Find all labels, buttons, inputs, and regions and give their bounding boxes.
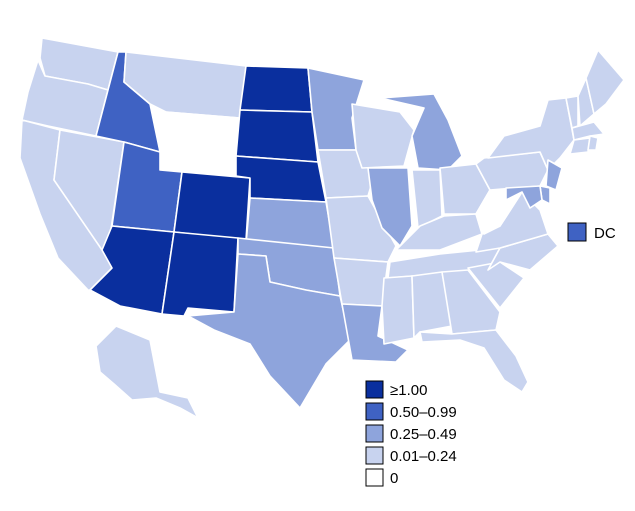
state-ar xyxy=(333,257,389,307)
state-ma xyxy=(571,121,605,141)
dc-label: DC xyxy=(594,225,616,242)
legend-label-3: 0.01–0.24 xyxy=(390,448,457,465)
state-sc xyxy=(467,261,525,309)
state-ga xyxy=(441,269,501,335)
state-wi xyxy=(351,103,415,169)
state-pa xyxy=(475,151,549,191)
state-me xyxy=(585,49,625,115)
state-ms xyxy=(381,275,415,345)
state-co xyxy=(173,171,251,241)
legend-swatch-0 xyxy=(365,380,384,399)
state-nj xyxy=(545,159,563,191)
state-hi-kauai xyxy=(31,293,41,303)
state-hi-big xyxy=(67,317,81,335)
legend: ≥1.00 0.50–0.99 0.25–0.49 0.01–0.24 0 xyxy=(365,380,457,487)
dc-swatch xyxy=(567,222,587,242)
legend-label-0: ≥1.00 xyxy=(390,382,427,399)
state-ct xyxy=(569,137,591,155)
state-nm xyxy=(161,231,239,317)
legend-label-2: 0.25–0.49 xyxy=(390,426,457,443)
state-hi-maui xyxy=(59,307,71,317)
legend-swatch-1 xyxy=(365,402,384,421)
state-mo xyxy=(325,195,397,263)
state-sd xyxy=(235,109,319,163)
hawaii-islands xyxy=(31,293,81,335)
legend-label-1: 0.50–0.99 xyxy=(390,404,457,421)
state-ak xyxy=(95,325,199,419)
state-md xyxy=(505,185,543,209)
state-fl xyxy=(419,329,529,393)
state-al xyxy=(411,271,453,339)
state-ne xyxy=(235,155,327,203)
legend-swatch-4 xyxy=(365,468,384,487)
state-ri xyxy=(587,135,599,151)
state-wy xyxy=(159,111,241,177)
legend-swatch-2 xyxy=(365,424,384,443)
state-nd xyxy=(239,65,313,113)
legend-label-4: 0 xyxy=(390,470,398,487)
dc-callout: DC xyxy=(567,222,616,242)
state-hi-oahu xyxy=(45,301,55,309)
legend-swatch-3 xyxy=(365,446,384,465)
state-tx xyxy=(187,253,351,409)
